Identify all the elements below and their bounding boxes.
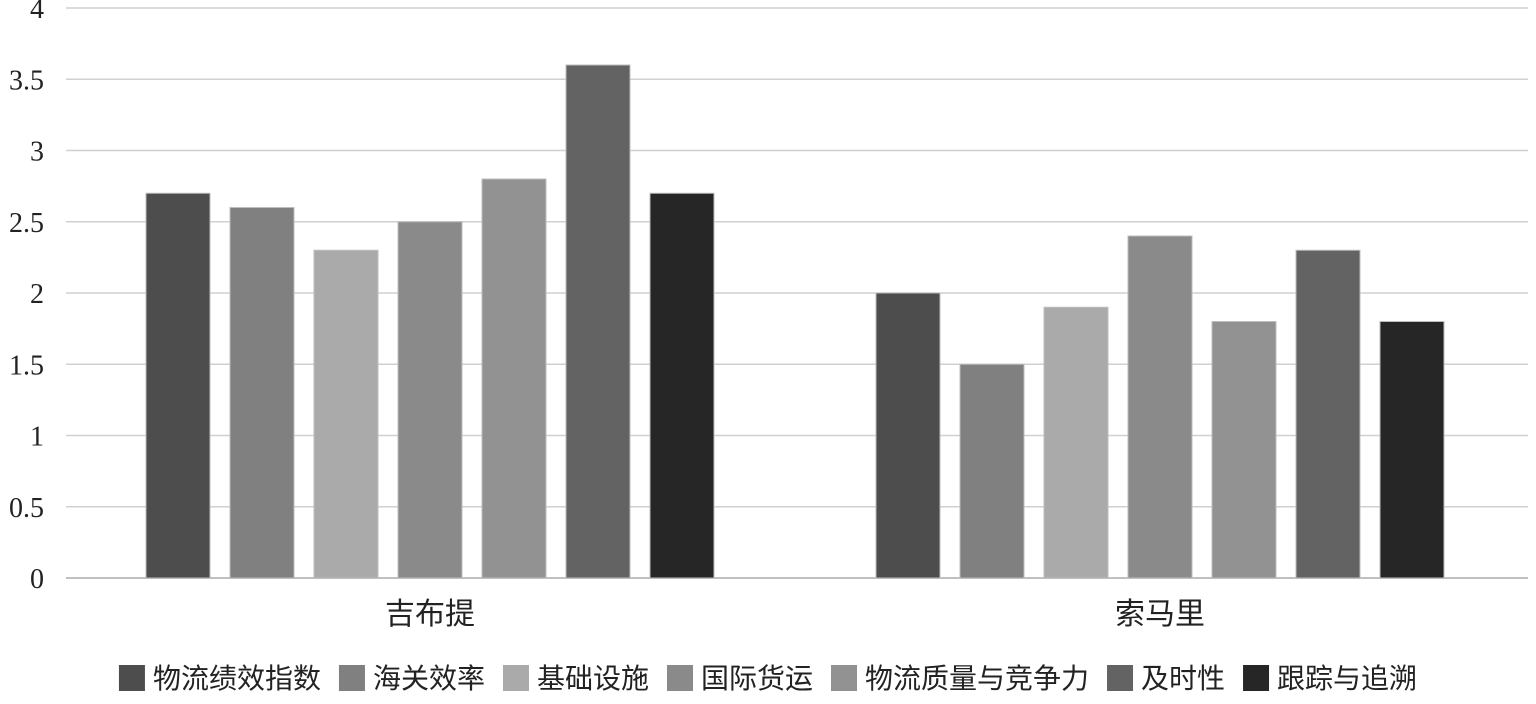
bar <box>1295 249 1361 579</box>
y-tick-label: 2 <box>30 279 44 310</box>
bar <box>1043 306 1109 579</box>
y-tick-label: 1.5 <box>9 350 44 381</box>
y-tick-label: 0.5 <box>9 493 44 524</box>
legend-item: 物流绩效指数 <box>118 662 321 695</box>
y-tick-label: 1 <box>30 422 44 453</box>
y-axis-ticks: 0 0.5 1 1.5 2 2.5 3 3.5 4 <box>9 0 44 595</box>
legend-label: 及时性 <box>1141 662 1225 695</box>
legend-item: 物流质量与竞争力 <box>831 662 1089 695</box>
bars <box>145 64 1445 579</box>
bar <box>959 363 1025 579</box>
legend-item: 及时性 <box>1107 662 1225 695</box>
gridlines <box>66 7 1528 579</box>
x-category-label: 索马里 <box>1115 597 1205 632</box>
legend-swatch <box>502 665 529 691</box>
legend-item: 基础设施 <box>502 662 649 695</box>
legend-label: 国际货运 <box>701 662 813 695</box>
legend-label: 海关效率 <box>373 662 485 695</box>
bar <box>1379 321 1445 579</box>
bar <box>229 207 295 579</box>
bar <box>1211 321 1277 579</box>
y-tick-label: 3.5 <box>9 65 44 96</box>
x-axis-categories: 吉布提 索马里 <box>385 597 1205 632</box>
bar <box>875 292 941 579</box>
legend-item: 跟踪与追溯 <box>1243 662 1417 695</box>
y-tick-label: 2.5 <box>9 208 44 239</box>
legend-swatch <box>338 665 365 691</box>
legend-swatch <box>666 665 693 691</box>
legend-swatch <box>1243 665 1270 691</box>
bar <box>565 64 631 579</box>
legend-label: 基础设施 <box>537 662 649 695</box>
legend: 物流绩效指数 海关效率 基础设施 国际货运 物流质量与竞争力 及时性 跟踪与追溯 <box>118 662 1417 695</box>
y-tick-label: 4 <box>30 0 44 25</box>
legend-swatch <box>831 665 858 691</box>
bar <box>145 192 211 579</box>
legend-label: 物流绩效指数 <box>153 662 321 695</box>
legend-swatch <box>1107 665 1134 691</box>
x-category-label: 吉布提 <box>385 597 475 632</box>
bar <box>1127 235 1193 579</box>
y-tick-label: 0 <box>30 564 44 595</box>
bar <box>481 178 547 579</box>
bar <box>397 221 463 579</box>
legend-item: 海关效率 <box>338 662 485 695</box>
bar <box>313 249 379 579</box>
legend-label: 跟踪与追溯 <box>1277 662 1417 695</box>
bar <box>649 192 715 579</box>
legend-item: 国际货运 <box>666 662 813 695</box>
legend-swatch <box>118 665 145 691</box>
legend-label: 物流质量与竞争力 <box>865 662 1089 695</box>
y-tick-label: 3 <box>30 137 44 168</box>
